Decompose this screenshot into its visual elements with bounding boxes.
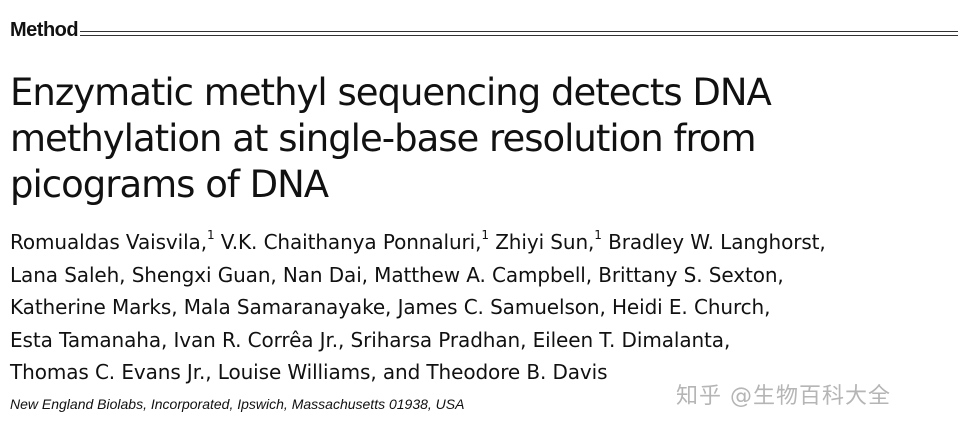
author-name: Romualdas Vaisvila, — [10, 230, 207, 254]
author-line: Thomas C. Evans Jr., Louise Williams, an… — [10, 360, 608, 384]
affiliation-marker: 1 — [481, 228, 489, 243]
title-line-1: Enzymatic methyl sequencing detects DNA — [10, 71, 772, 114]
author-line: Lana Saleh, Shengxi Guan, Nan Dai, Matth… — [10, 262, 784, 287]
section-header: Method — [10, 16, 958, 44]
author-name: V.K. Chaithanya Ponnaluri, — [214, 230, 482, 254]
affiliation-marker: 1 — [594, 228, 602, 243]
title-line-2: methylation at single-base resolution fr… — [10, 117, 757, 160]
section-rule — [80, 30, 958, 36]
title-line-3: picograms of DNA — [10, 163, 329, 206]
affiliation: New England Biolabs, Incorporated, Ipswi… — [10, 396, 465, 412]
watermark: 知乎 @生物百科大全 — [676, 384, 891, 409]
author-line: Esta Tamanaha, Ivan R. Corrêa Jr., Sriha… — [10, 327, 731, 352]
author-line: Katherine Marks, Mala Samaranayake, Jame… — [10, 295, 771, 319]
section-label: Method — [10, 19, 79, 41]
author-list: Romualdas Vaisvila,1 V.K. Chaithanya Pon… — [10, 226, 950, 389]
author-name: Bradley W. Langhorst, — [601, 230, 826, 254]
affiliation-marker: 1 — [206, 228, 215, 243]
article-title: Enzymatic methyl sequencing detects DNA … — [10, 70, 910, 208]
author-name: Zhiyi Sun, — [488, 230, 595, 254]
